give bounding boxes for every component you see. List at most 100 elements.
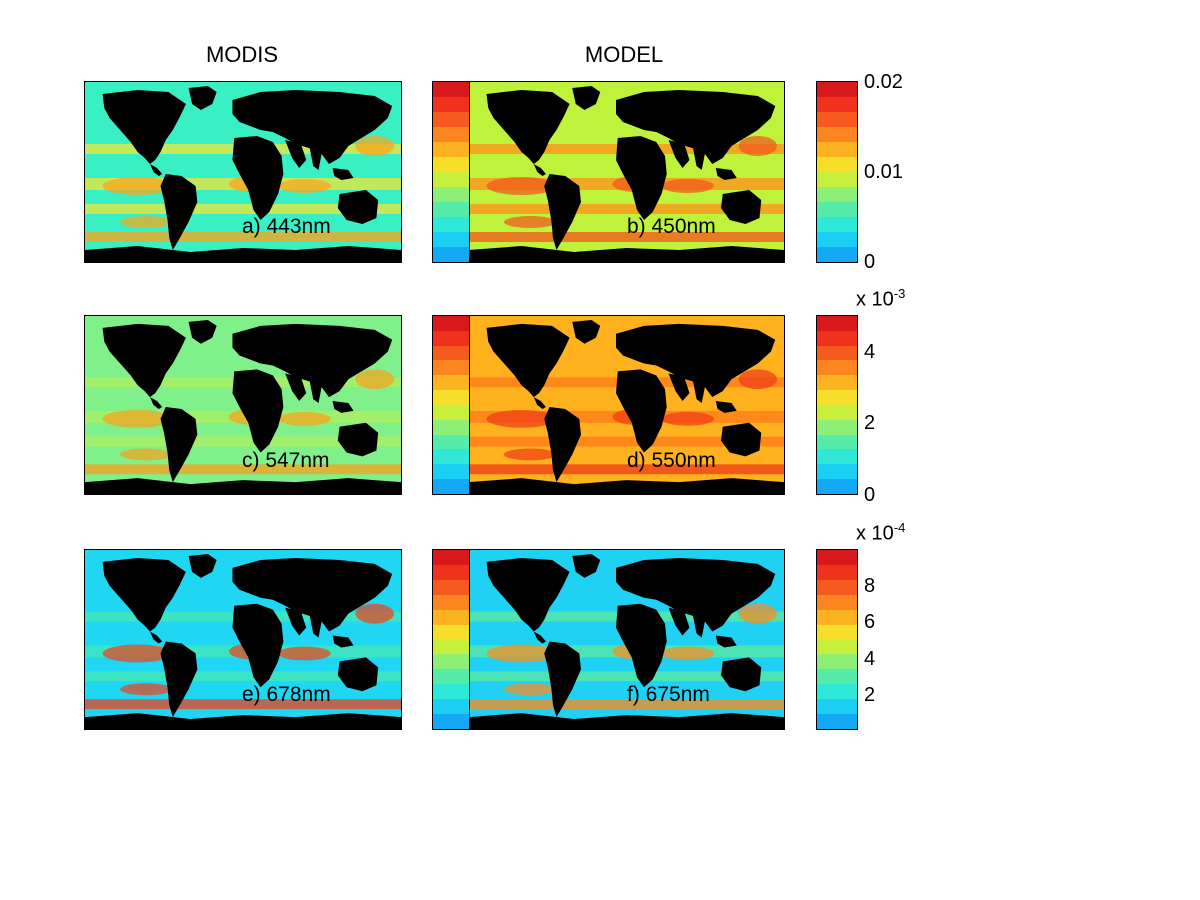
land-mass [149,631,163,644]
world-map [85,550,401,729]
land-mass [693,148,706,170]
land-mass [149,397,163,409]
cbar2-tick-0: 0 [864,484,876,506]
land-mass [232,369,284,453]
land-mass [337,190,379,224]
ocean-patch [102,177,173,195]
land-mass [544,406,581,483]
colormap-strip-band [433,669,469,685]
land-mass [85,246,401,262]
cbar2-tick-2: 2 [864,412,876,434]
colorbar-band [817,669,857,685]
land-mass [616,90,776,164]
land-mass [533,631,546,644]
land-mass [160,406,198,483]
colormap-strip-band [433,624,469,640]
land-mass [668,373,690,402]
land-mass [160,174,198,250]
cbar1-tick-bot: 0 [864,251,876,273]
colorbar-band [817,127,857,142]
ocean-patch [102,409,173,428]
ocean-patch [738,136,777,156]
map-panel-modis-443 [84,81,402,263]
model-column-title: MODEL [584,42,664,67]
ocean-patch [486,409,557,428]
colormap-strip-band [433,172,469,187]
ocean-patch [486,177,557,195]
colormap-strip-band [433,609,469,625]
ocean-band [85,232,401,242]
ocean-patch [355,136,394,156]
colorbar-band [817,202,857,217]
colormap-strip-band [433,157,469,172]
colorbar-band [817,157,857,172]
land-mass [232,90,393,164]
colormap-strip-band [433,330,469,346]
colormap-strip-band [433,390,469,405]
ocean-patch [486,644,557,663]
land-mass [721,657,762,692]
colormap-strip-band [433,684,469,700]
colorbar-band [817,345,857,361]
land-mass [469,246,784,262]
ocean-band [469,464,784,475]
map-panel-model-550 [432,315,785,495]
ocean-patch [102,644,173,663]
modis-column-title: MODIS [205,42,279,67]
land-mass [232,603,284,688]
land-mass [533,397,546,409]
world-map [469,82,784,262]
colormap-strip-band [433,97,469,112]
land-mass [309,615,322,638]
colormap-strip [433,82,470,262]
colormap-strip-band [433,316,469,331]
land-mass [285,140,307,168]
colorbar-band [817,82,857,97]
ocean-band [469,232,784,242]
land-mass [188,86,217,110]
land-mass [309,148,322,170]
land-mass [715,168,737,180]
colormap-strip-band [433,127,469,142]
colorbar-band [817,187,857,202]
colorbar-band [817,419,857,435]
land-mass [102,90,186,164]
colormap-strip-band [433,699,469,715]
ocean-patch [504,683,557,696]
colorbar-443 [816,81,858,263]
colormap-strip-band [433,112,469,127]
land-mass [693,381,706,404]
colormap-strip-band [433,217,469,232]
colorbar-band [817,684,857,700]
colorbar-band [817,479,857,494]
colorbar-band [817,247,857,262]
colorbar-band [817,330,857,346]
ocean-band [85,464,401,475]
colormap-strip-band [433,419,469,435]
land-mass [544,174,581,250]
colormap-strip-band [433,714,469,729]
ocean-patch [504,216,557,228]
ocean-band [85,699,401,710]
colorbar-band [817,464,857,480]
land-mass [616,557,776,632]
ocean-band [85,671,401,682]
cbar2-tick-4: 4 [864,341,876,363]
world-map [85,316,401,494]
colorbar-band [817,639,857,655]
colormap-strip-band [433,449,469,465]
land-mass [715,401,737,413]
colormap-strip-band [433,434,469,450]
land-mass [188,319,217,344]
ocean-patch [661,411,714,426]
cbar3-tick-6: 6 [864,611,876,633]
map-panel-modis-678 [84,549,402,730]
ocean-patch [504,448,557,461]
land-mass [188,553,217,578]
ocean-patch [738,603,777,624]
colorbar-band [817,434,857,450]
colormap-strip-band [433,142,469,157]
cbar3-tick-8: 8 [864,575,876,597]
world-map [469,550,784,729]
colorbar-band [817,217,857,232]
